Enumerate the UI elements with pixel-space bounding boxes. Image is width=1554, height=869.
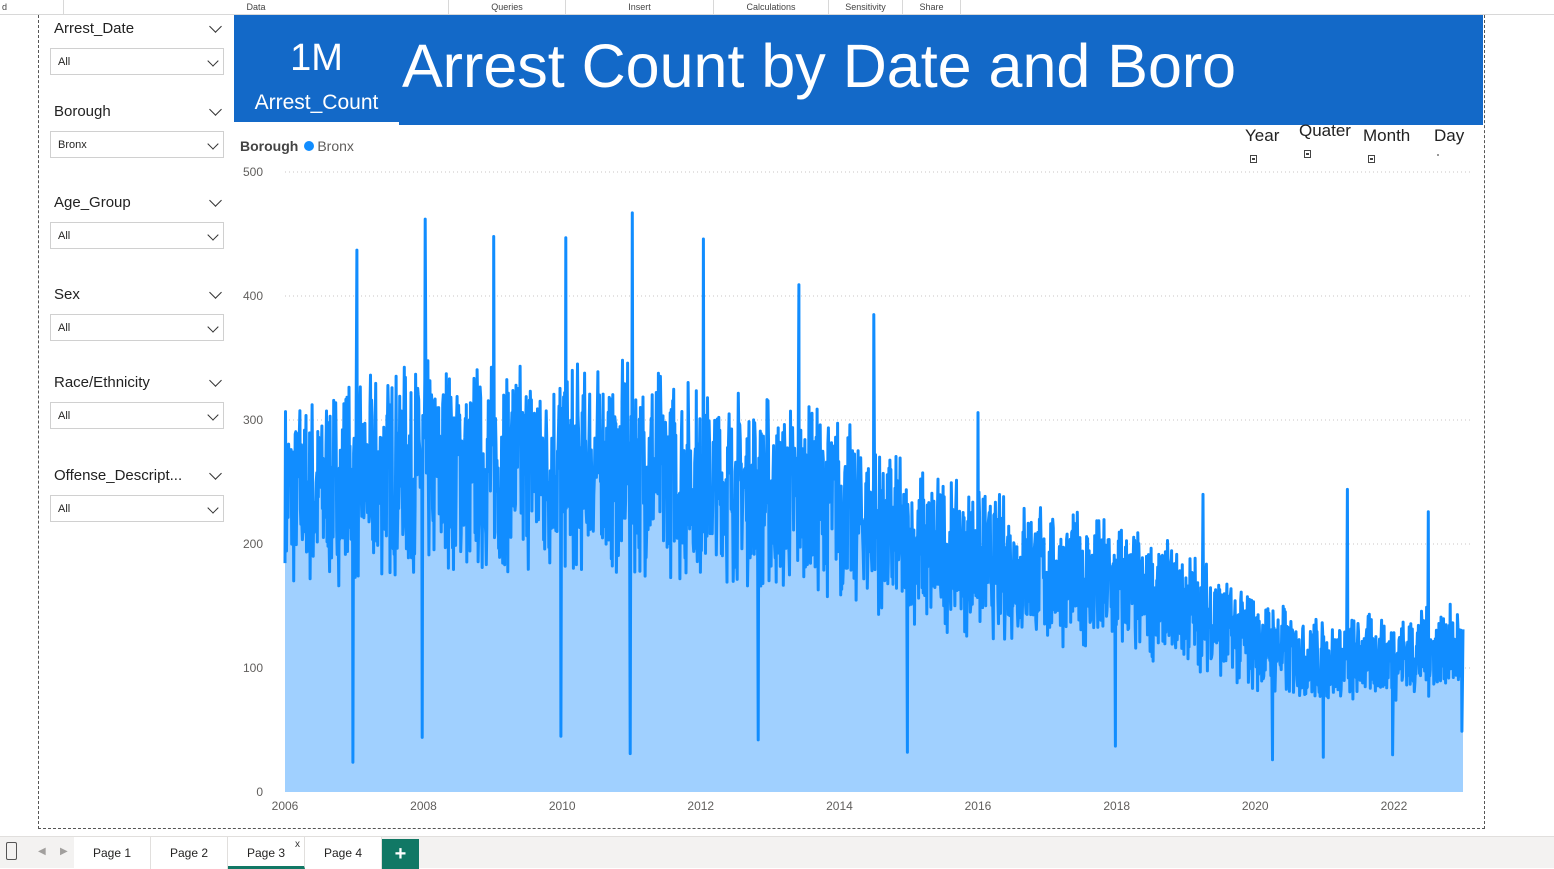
legend-title: Borough: [240, 138, 299, 154]
slicer-dropdown[interactable]: All: [50, 495, 224, 522]
x-tick-label: 2022: [1381, 799, 1408, 813]
drill-year-button[interactable]: [1250, 155, 1257, 163]
y-tick-label: 100: [243, 661, 263, 675]
collapse-chevron-icon[interactable]: [209, 284, 222, 300]
y-tick-label: 0: [256, 785, 263, 799]
ribbon-group-sensitivity[interactable]: Sensitivity: [829, 0, 903, 15]
ribbon-group-strip: d Data Queries Insert Calculations Sensi…: [0, 0, 1554, 15]
slicer-arrest-date: Arrest_Date All: [50, 16, 224, 75]
legend-item-bronx[interactable]: Bronx: [317, 138, 354, 154]
drill-label-year: Year: [1245, 126, 1280, 145]
slicer-title: Age_Group: [54, 194, 131, 211]
drill-label-day: Day: [1434, 126, 1465, 145]
y-tick-label: 300: [243, 413, 263, 427]
collapse-chevron-icon[interactable]: [209, 192, 222, 208]
chevron-down-icon[interactable]: [207, 136, 219, 151]
ribbon-group-clipboard[interactable]: d: [0, 0, 64, 15]
slicer-selected-value: All: [58, 322, 71, 334]
ribbon-group-insert[interactable]: Insert: [566, 0, 714, 15]
chevron-down-icon[interactable]: [207, 53, 219, 68]
slicer-age-group: Age_Group All: [50, 190, 224, 249]
slicer-title: Borough: [54, 103, 111, 120]
page-tab-bar: ◀ ▶ Page 1 Page 2 Page 3 x Page 4 +: [0, 836, 1554, 869]
slicer-title: Race/Ethnicity: [54, 374, 150, 391]
tab-page-2[interactable]: Page 2: [151, 837, 228, 869]
x-tick-label: 2018: [1103, 799, 1130, 813]
slicer-title: Arrest_Date: [54, 20, 135, 37]
tab-page-3[interactable]: Page 3 x: [228, 837, 305, 869]
kpi-card-label: Arrest_Count: [254, 91, 379, 114]
slicer-selected-value: Bronx: [58, 139, 87, 151]
mobile-layout-icon[interactable]: [6, 842, 17, 860]
slicer-dropdown[interactable]: All: [50, 48, 224, 75]
slicer-dropdown[interactable]: All: [50, 222, 224, 249]
slicer-selected-value: All: [58, 56, 71, 68]
x-tick-label: 2016: [965, 799, 992, 813]
kpi-card-value[interactable]: 1M: [290, 37, 343, 79]
slicer-selected-value: All: [58, 230, 71, 242]
close-tab-icon[interactable]: x: [295, 839, 300, 850]
slicer-borough: Borough Bronx: [50, 99, 224, 158]
legend-dot-icon: [304, 141, 315, 151]
x-tick-label: 2006: [272, 799, 299, 813]
drill-label-quarter: Quater: [1299, 121, 1351, 140]
x-tick-label: 2012: [687, 799, 714, 813]
slicer-dropdown[interactable]: All: [50, 314, 224, 341]
series-line-bronx[interactable]: [283, 211, 1465, 764]
next-page-arrow-icon[interactable]: ▶: [60, 846, 68, 857]
chart-legend: Borough Bronx: [240, 138, 354, 154]
x-tick-label: 2008: [410, 799, 437, 813]
drill-label-month: Month: [1363, 126, 1411, 145]
slicer-title: Sex: [54, 286, 80, 303]
kpi-underline: [234, 122, 399, 125]
slicer-sex: Sex All: [50, 282, 224, 341]
y-axis: 0 100 200 300 400 500: [243, 165, 263, 799]
x-tick-label: 2020: [1242, 799, 1269, 813]
y-tick-label: 400: [243, 289, 263, 303]
ribbon-group-queries[interactable]: Queries: [449, 0, 566, 15]
slicer-title: Offense_Descript...: [54, 467, 183, 484]
y-tick-label: 200: [243, 537, 263, 551]
ribbon-group-calculations[interactable]: Calculations: [714, 0, 829, 15]
slicer-selected-value: All: [58, 410, 71, 422]
header-banner: 1M Arrest_Count Arrest Count by Date and…: [234, 15, 1483, 125]
chevron-down-icon[interactable]: [207, 319, 219, 334]
ribbon-group-share[interactable]: Share: [903, 0, 961, 15]
x-axis: 2006 2008 2010 2012 2014 2016 2018 2020 2022: [272, 799, 1408, 813]
chevron-down-icon[interactable]: [207, 500, 219, 515]
tab-page-3-label: Page 3: [246, 846, 286, 860]
slicer-dropdown[interactable]: Bronx: [50, 131, 224, 158]
arrest-count-area-chart[interactable]: 0 100 200 300 400 500 2006 2008 2010 2012 2014 201…: [234, 160, 1483, 820]
slicer-offense-description: Offense_Descript... All: [50, 463, 224, 522]
tab-page-4[interactable]: Page 4: [305, 837, 382, 869]
collapse-chevron-icon[interactable]: [209, 465, 222, 481]
slicer-selected-value: All: [58, 503, 71, 515]
x-tick-label: 2010: [549, 799, 576, 813]
drill-day-button[interactable]: [1437, 154, 1439, 156]
y-tick-label: 500: [243, 165, 263, 179]
drill-month-button[interactable]: [1368, 155, 1375, 163]
tab-page-1[interactable]: Page 1: [74, 837, 151, 869]
drill-quarter-button[interactable]: [1304, 150, 1311, 158]
slicer-dropdown[interactable]: All: [50, 402, 224, 429]
x-tick-label: 2014: [826, 799, 853, 813]
ribbon-group-data[interactable]: Data: [64, 0, 449, 15]
slicer-race-ethnicity: Race/Ethnicity All: [50, 370, 224, 429]
chevron-down-icon[interactable]: [207, 407, 219, 422]
page-title: Arrest Count by Date and Boro: [402, 32, 1237, 100]
add-page-button[interactable]: +: [382, 839, 419, 869]
collapse-chevron-icon[interactable]: [209, 18, 222, 34]
prev-page-arrow-icon[interactable]: ◀: [38, 846, 46, 857]
collapse-chevron-icon[interactable]: [209, 101, 222, 117]
collapse-chevron-icon[interactable]: [209, 372, 222, 388]
chevron-down-icon[interactable]: [207, 227, 219, 242]
